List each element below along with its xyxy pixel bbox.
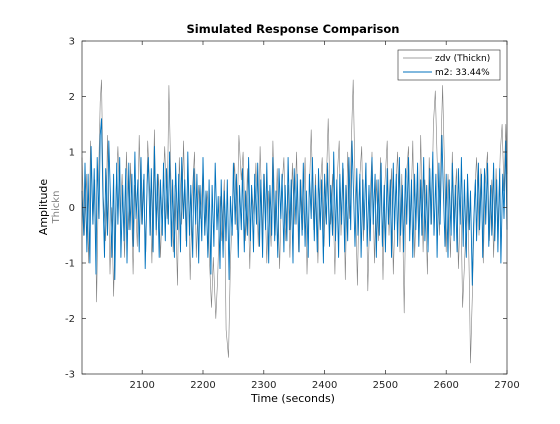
y-channel-label: Thickn xyxy=(51,191,62,225)
y-tick-label: 0 xyxy=(69,203,75,214)
legend-label-zdv: zdv (Thickn) xyxy=(435,54,490,64)
y-tick-label: -1 xyxy=(65,259,75,270)
y-tick-label: -3 xyxy=(65,370,75,381)
y-tick-label: -2 xyxy=(65,314,75,325)
x-axis-ticks: 2100 2200 2300 2400 2500 2600 2700 xyxy=(129,41,520,391)
y-axis-ticks: -3 -2 -1 0 1 2 3 xyxy=(65,37,507,381)
series-lines xyxy=(81,79,508,364)
x-tick-label: 2100 xyxy=(129,380,154,391)
series-line-m2 xyxy=(81,118,508,286)
x-tick-label: 2500 xyxy=(373,380,398,391)
chart-title: Simulated Response Comparison xyxy=(187,22,400,36)
legend-label-m2: m2: 33.44% xyxy=(435,68,490,78)
y-tick-label: 1 xyxy=(69,148,75,159)
series-line-zdv xyxy=(81,79,508,364)
legend[interactable]: zdv (Thickn) m2: 33.44% xyxy=(397,49,501,81)
x-tick-label: 2400 xyxy=(312,380,337,391)
y-tick-label: 3 xyxy=(69,37,75,48)
y-axis-label: Amplitude xyxy=(37,179,50,236)
x-tick-label: 2300 xyxy=(251,380,276,391)
legend-box xyxy=(397,49,501,81)
x-tick-label: 2700 xyxy=(494,380,519,391)
x-axis-label: Time (seconds) xyxy=(250,392,335,405)
y-tick-label: 2 xyxy=(69,92,75,103)
x-tick-label: 2200 xyxy=(190,380,215,391)
x-tick-label: 2600 xyxy=(433,380,458,391)
